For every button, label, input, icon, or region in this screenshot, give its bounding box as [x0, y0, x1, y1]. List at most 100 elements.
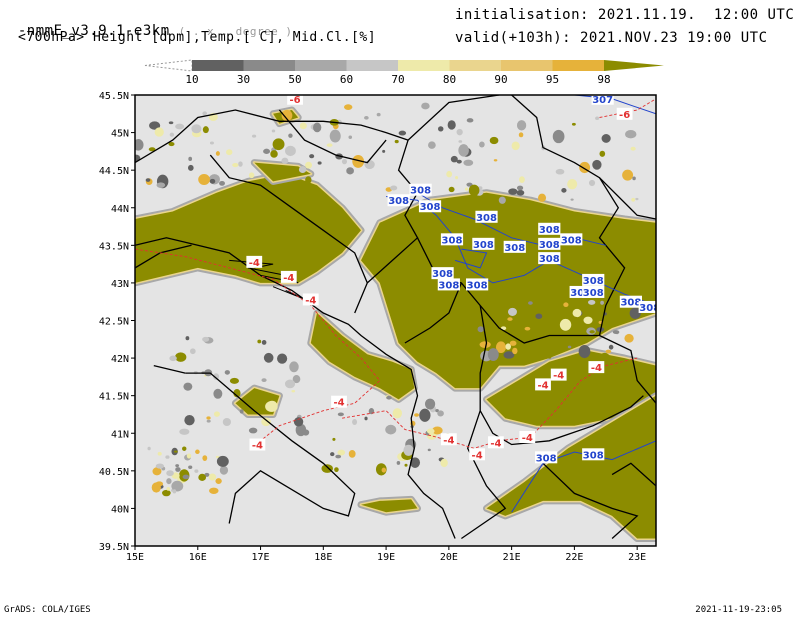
border-line — [404, 282, 463, 344]
height-contour — [511, 440, 656, 513]
cloud-speck — [330, 452, 335, 457]
cloud-speck — [270, 150, 278, 158]
cloud-speck — [202, 336, 210, 342]
cloud-speck — [396, 460, 401, 465]
temperature-label: -4 — [490, 438, 501, 449]
cloud-speck — [168, 121, 174, 125]
cloud-speck — [215, 478, 222, 484]
cloud-speck — [489, 136, 499, 145]
colorbar-segment — [192, 60, 244, 71]
cloud-speck — [195, 449, 200, 454]
colorbar-segment — [501, 60, 553, 71]
cloud-speck — [248, 427, 258, 434]
cloud-speck — [209, 141, 214, 145]
colorbar-segment — [552, 60, 604, 71]
cloud-speck — [187, 164, 194, 171]
cloud-speck — [599, 352, 610, 362]
temperature-contour — [342, 357, 638, 449]
cloud-speck — [238, 161, 243, 167]
cloud-speck — [182, 446, 187, 451]
cloud-speck — [421, 102, 430, 110]
cloud-speck — [392, 408, 403, 419]
temperature-label: -4 — [522, 433, 533, 444]
cloud-speck — [587, 299, 596, 305]
lat-tick-label: 44.5N — [99, 166, 129, 177]
cloud-speck — [519, 176, 525, 183]
height-label-bg — [538, 252, 561, 265]
cloud-speck — [326, 143, 333, 147]
cloud-speck — [352, 418, 358, 425]
cloud-speck — [629, 307, 641, 319]
cloud-speck — [185, 336, 190, 341]
lon-tick-label: 23E — [628, 552, 646, 563]
cloud-speck — [219, 465, 229, 475]
cloud-region — [310, 313, 415, 400]
height-label: 308 — [539, 240, 560, 251]
lon-tick-label: 21E — [503, 552, 521, 563]
height-label: 308 — [432, 269, 453, 280]
cloud-speck — [595, 116, 600, 121]
cloud-speck — [382, 149, 386, 153]
cloud-speck — [516, 189, 525, 196]
cloud-speck — [479, 141, 485, 148]
colorbar-arrow-segment — [604, 60, 664, 71]
cloud-speck — [632, 176, 636, 181]
cloud-speck — [552, 129, 565, 144]
cloud-speck — [589, 330, 595, 334]
lat-tick-label: 43.5N — [99, 241, 129, 252]
cloud-speck — [148, 147, 156, 152]
lon-tick-label: 17E — [252, 552, 270, 563]
border-line — [278, 109, 387, 164]
cloud-speck — [548, 355, 552, 359]
temperature-label: -4 — [537, 380, 548, 391]
temperature-label-bg — [440, 433, 457, 446]
cloud-speck — [209, 487, 219, 494]
cloud-speck — [364, 160, 375, 170]
cloud-region — [135, 173, 361, 283]
cloud-speck — [571, 122, 576, 126]
height-label: 308 — [639, 303, 660, 314]
cloud-speck — [292, 375, 301, 384]
height-contour — [454, 248, 488, 269]
cloud-speck — [202, 126, 209, 134]
cloud-speck — [625, 130, 637, 139]
lon-tick-label: 22E — [565, 552, 583, 563]
cloud-speck — [277, 353, 288, 364]
model-title: -nmmE_v3.9.1-e3km ( . x . degree ) — [0, 7, 293, 39]
lon-tick-label: 20E — [440, 552, 458, 563]
height-label: 308 — [410, 186, 431, 197]
cloud-speck — [219, 180, 225, 186]
cloud-speck — [608, 344, 614, 350]
valid-time: valid(+103h): 2021.NOV.23 19:00 UTC — [455, 30, 768, 46]
cloud-speck — [188, 156, 193, 162]
temperature-label: -6 — [619, 110, 630, 121]
cloud-speck — [563, 302, 569, 307]
lat-tick-label: 43N — [111, 279, 129, 290]
lat-tick-label: 39.5N — [99, 542, 129, 553]
cloud-speck — [404, 463, 408, 467]
cloud-speck — [588, 179, 596, 187]
cloud-speck — [263, 352, 274, 363]
cloud-speck — [376, 112, 381, 117]
height-label: 308 — [442, 235, 463, 246]
cloud-speck — [206, 416, 211, 420]
cloud-speck — [567, 345, 572, 349]
cloud-speck — [428, 141, 436, 149]
cloud-speck — [477, 326, 484, 333]
cloud-speck — [145, 178, 151, 182]
cloud-speck — [281, 109, 293, 122]
lat-tick-label: 45.5N — [99, 91, 129, 102]
cloud-speck — [152, 467, 162, 476]
cloud-speck — [281, 157, 289, 164]
temperature-label: -4 — [591, 363, 602, 374]
cloud-speck — [394, 139, 399, 144]
cloud-speck — [599, 150, 606, 157]
cloud-speck — [612, 330, 620, 335]
cloud-speck — [149, 121, 161, 130]
cloud-speck — [165, 455, 170, 459]
cloud-speck — [507, 317, 513, 321]
height-label-bg — [503, 240, 526, 253]
cloud-speck — [261, 417, 271, 427]
cloud-speck — [559, 318, 572, 331]
